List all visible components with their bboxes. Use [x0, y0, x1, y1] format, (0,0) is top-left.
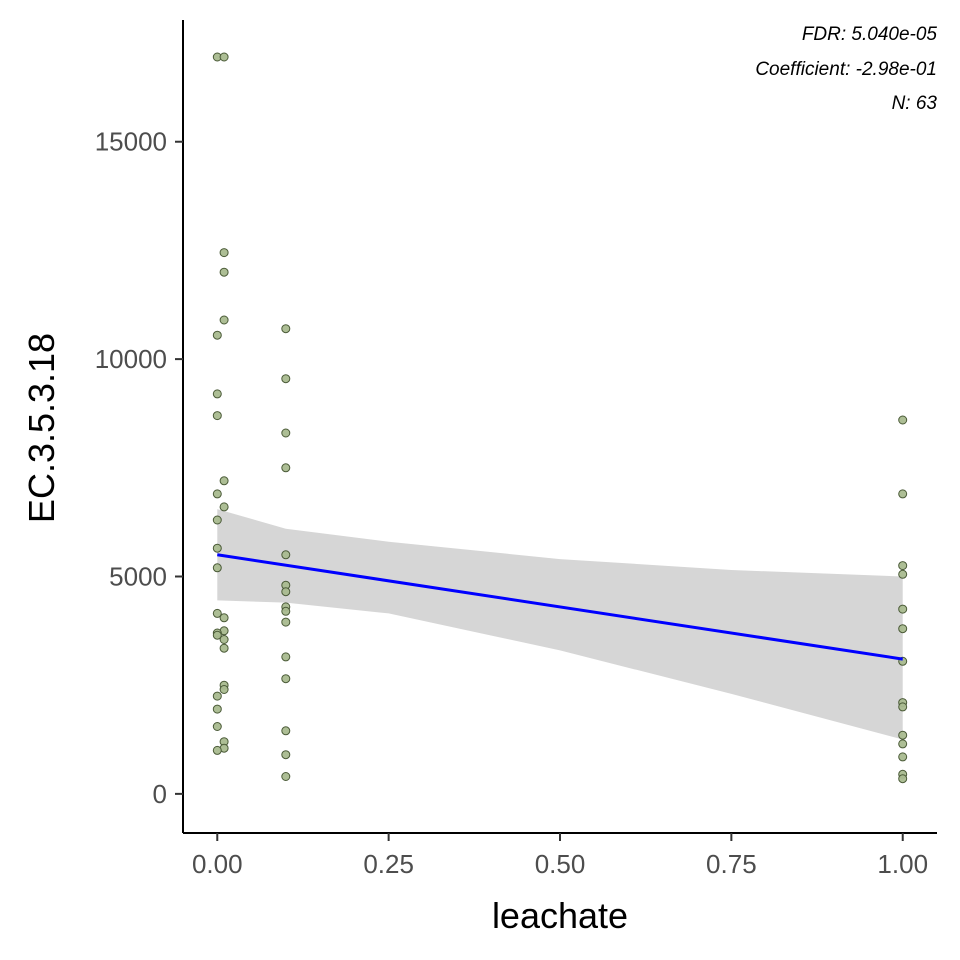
confidence-band-layer — [217, 509, 903, 740]
data-point — [212, 722, 222, 731]
data-point — [281, 726, 291, 736]
y-tick-label: 5000 — [109, 561, 167, 591]
data-point — [281, 617, 291, 627]
data-point — [281, 587, 291, 597]
data-point — [212, 411, 222, 421]
x-tick-label: 0.00 — [192, 849, 243, 879]
data-point — [898, 739, 908, 749]
data-point — [281, 374, 291, 384]
data-point — [898, 752, 908, 762]
data-point — [281, 550, 291, 560]
data-point — [281, 750, 291, 760]
data-point — [281, 652, 291, 662]
x-tick-label: 0.75 — [706, 849, 757, 879]
data-points-layer — [212, 52, 908, 784]
x-tick-label: 1.00 — [877, 849, 928, 879]
data-point — [281, 606, 291, 616]
data-point — [281, 772, 291, 781]
x-tick-label: 0.25 — [363, 849, 414, 879]
data-point — [898, 561, 908, 571]
data-point — [898, 702, 908, 712]
data-point — [281, 428, 291, 438]
data-point — [219, 267, 229, 277]
data-point — [898, 730, 908, 740]
data-point — [212, 330, 222, 340]
data-point — [212, 704, 222, 714]
data-point — [212, 515, 222, 525]
data-point — [212, 630, 222, 640]
y-axis-ticks: 0 5000 10000 15000 — [95, 127, 183, 809]
data-point — [219, 685, 229, 694]
data-point — [281, 324, 291, 334]
y-tick-label: 0 — [153, 779, 167, 809]
data-point — [219, 502, 229, 512]
annotation-n: N: 63 — [892, 93, 938, 114]
regression-line-layer — [217, 553, 903, 661]
data-point — [212, 563, 222, 573]
data-point — [219, 315, 229, 325]
data-point — [898, 774, 908, 784]
data-point — [212, 489, 222, 499]
data-point — [898, 415, 908, 425]
data-point — [219, 52, 229, 62]
data-point — [898, 604, 908, 614]
annotation-coefficient: Coefficient: -2.98e-01 — [755, 59, 937, 80]
data-point — [219, 635, 229, 644]
data-point — [281, 463, 291, 473]
x-tick-label: 0.50 — [535, 849, 586, 879]
data-point — [898, 569, 908, 579]
data-point — [212, 608, 222, 618]
data-point — [219, 643, 229, 653]
y-tick-label: 15000 — [95, 127, 167, 157]
regression-line — [217, 553, 903, 661]
y-tick-label: 10000 — [95, 344, 167, 374]
data-point — [212, 543, 222, 553]
confidence-band — [217, 509, 903, 740]
data-point — [219, 613, 229, 623]
data-point — [281, 674, 291, 684]
data-point — [212, 745, 222, 755]
data-point — [219, 248, 229, 258]
data-point — [212, 691, 222, 701]
y-axis-title: EC.3.5.3.18 — [21, 333, 62, 523]
data-point — [898, 624, 908, 634]
x-axis-ticks: 0.00 0.25 0.50 0.75 1.00 — [192, 833, 928, 879]
x-axis-title: leachate — [492, 895, 628, 936]
data-point — [219, 476, 229, 486]
annotation-fdr: FDR: 5.040e-05 — [802, 24, 938, 45]
data-point — [212, 389, 222, 399]
data-point — [898, 489, 908, 499]
